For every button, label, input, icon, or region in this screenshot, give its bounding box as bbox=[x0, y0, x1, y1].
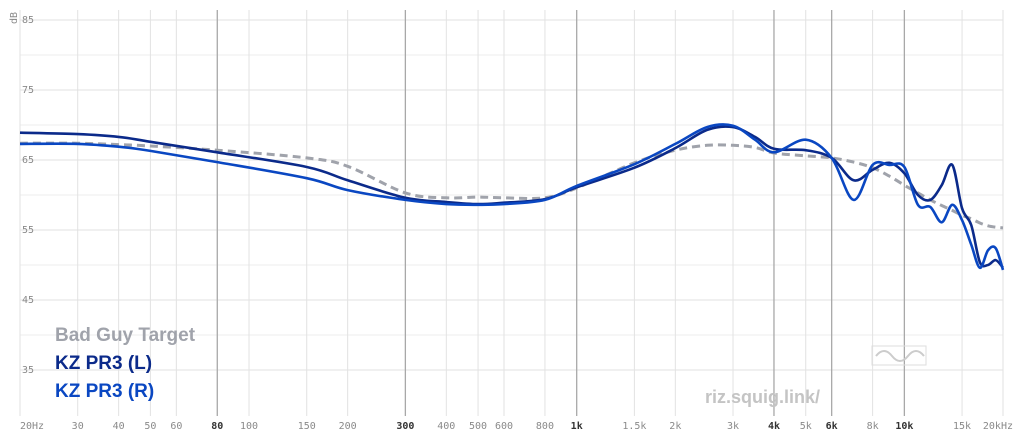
x-tick-label: 50 bbox=[144, 421, 156, 432]
y-tick-label: 35 bbox=[22, 365, 34, 376]
x-tick-label: 300 bbox=[396, 421, 414, 432]
x-tick-label: 100 bbox=[240, 421, 258, 432]
x-tick-label: 2k bbox=[669, 421, 681, 432]
x-tick-label: 8k bbox=[867, 421, 879, 432]
x-tick-label: 1.5k bbox=[622, 421, 646, 432]
x-tick-label: 20kHz bbox=[983, 421, 1013, 432]
y-tick-label: 55 bbox=[22, 225, 34, 236]
series-line bbox=[19, 125, 1004, 269]
x-tick-label: 150 bbox=[298, 421, 316, 432]
x-tick-label: 40 bbox=[113, 421, 125, 432]
y-tick-label: 45 bbox=[22, 295, 34, 306]
series-line bbox=[19, 123, 1005, 271]
legend-label: KZ PR3 (R) bbox=[55, 381, 154, 402]
watermark: riz.squig.link/ bbox=[705, 387, 820, 407]
logo bbox=[871, 345, 927, 366]
legend-label: KZ PR3 (L) bbox=[55, 353, 152, 374]
logo-wave bbox=[875, 350, 925, 362]
x-tick-label: 60 bbox=[170, 421, 182, 432]
logo-box bbox=[871, 345, 927, 366]
y-axis-label: dB bbox=[9, 12, 20, 24]
x-tick-label: 4k bbox=[768, 421, 780, 432]
series-line bbox=[19, 141, 1004, 230]
x-tick-label: 600 bbox=[495, 421, 513, 432]
y-tick-label: 65 bbox=[22, 155, 34, 166]
x-tick-label: 15k bbox=[953, 421, 971, 432]
x-tick-label: 800 bbox=[536, 421, 554, 432]
x-tick-label: 3k bbox=[727, 421, 739, 432]
x-tick-label: 20Hz bbox=[20, 421, 44, 432]
x-tick-label: 10k bbox=[895, 421, 913, 432]
x-tick-label: 30 bbox=[72, 421, 84, 432]
x-tick-label: 200 bbox=[339, 421, 357, 432]
x-tick-label: 500 bbox=[469, 421, 487, 432]
legend-label: Bad Guy Target bbox=[55, 325, 196, 346]
y-tick-label: 75 bbox=[22, 85, 34, 96]
x-tick-label: 6k bbox=[826, 421, 838, 432]
grid bbox=[19, 10, 1004, 416]
x-tick-label: 80 bbox=[211, 421, 223, 432]
y-tick-label: 85 bbox=[22, 15, 34, 26]
x-tick-label: 5k bbox=[800, 421, 812, 432]
x-tick-label: 400 bbox=[437, 421, 455, 432]
x-tick-label: 1k bbox=[571, 421, 583, 432]
